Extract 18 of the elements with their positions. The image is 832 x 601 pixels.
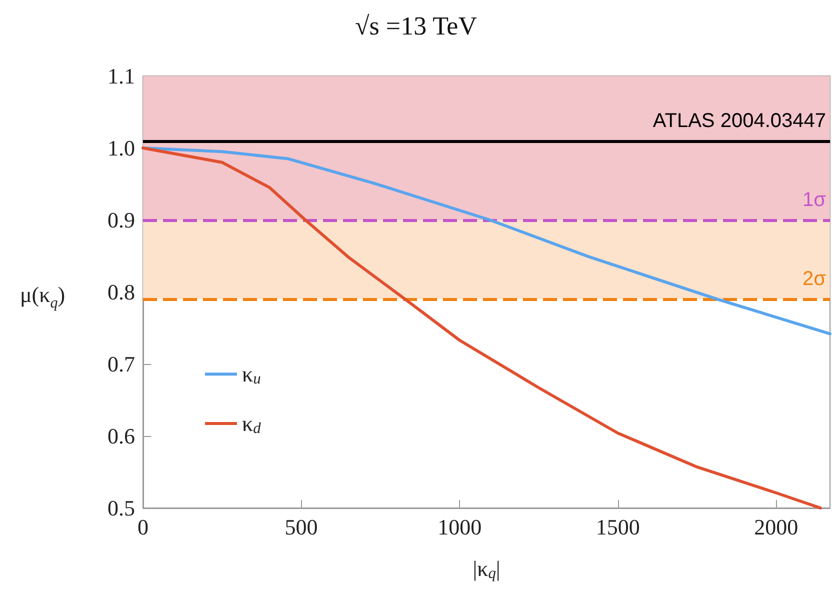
line-series <box>142 146 832 336</box>
chart-title: √s =13 TeV <box>355 12 478 40</box>
x-tick-label: 500 <box>284 514 318 540</box>
y-tick-label: 1.1 <box>108 64 135 88</box>
y-tick-label: 1.0 <box>108 136 135 160</box>
y-tick-label: 0.7 <box>108 352 135 376</box>
ref-line-label: 2σ <box>802 268 827 290</box>
y-tick-label: 0.8 <box>108 280 135 304</box>
x-tick-label: 0 <box>138 514 148 540</box>
x-tick-label: 1000 <box>438 514 482 540</box>
x-tick-label: 2000 <box>754 514 798 540</box>
y-tick-label: 0.9 <box>108 208 135 232</box>
ref-line-label: ATLAS 2004.03447 <box>652 110 826 132</box>
ref-line-label: 1σ <box>802 189 827 211</box>
x-tick-label: 1500 <box>596 514 640 540</box>
y-tick-label: 0.5 <box>108 496 135 520</box>
y-axis-title: μ(κ$_{q}$) <box>20 282 66 312</box>
y-tick-label: 0.6 <box>108 424 135 448</box>
